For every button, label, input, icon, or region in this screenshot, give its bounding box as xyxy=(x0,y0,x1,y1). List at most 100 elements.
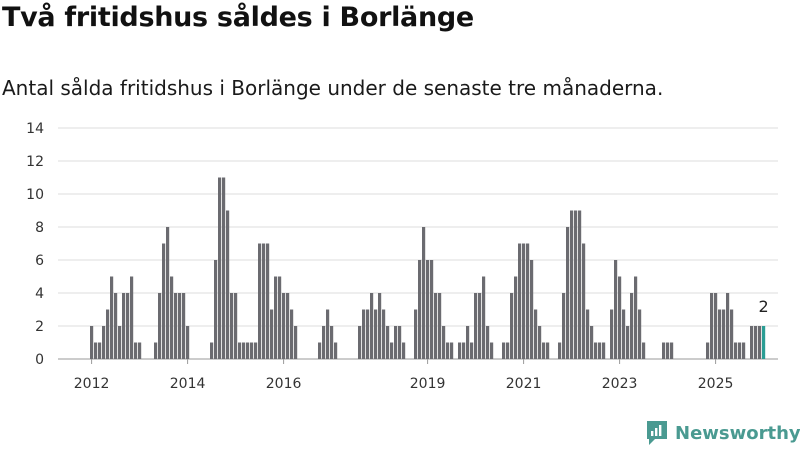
x-tick-label: 2016 xyxy=(266,376,302,392)
bar xyxy=(278,276,282,359)
bar xyxy=(666,342,670,359)
bar xyxy=(574,210,578,359)
bar xyxy=(670,342,674,359)
bar xyxy=(214,260,218,359)
bar xyxy=(378,293,382,359)
y-tick-label: 8 xyxy=(35,220,44,236)
y-tick-label: 12 xyxy=(26,154,44,170)
bar xyxy=(578,210,582,359)
bar xyxy=(662,342,666,359)
bar xyxy=(158,293,162,359)
bar xyxy=(438,293,442,359)
bar xyxy=(614,260,618,359)
bar xyxy=(218,177,222,359)
bar xyxy=(742,342,746,359)
bar xyxy=(638,309,642,359)
bar xyxy=(274,276,278,359)
bar xyxy=(506,342,510,359)
bar xyxy=(518,243,522,359)
bar xyxy=(706,342,710,359)
bar xyxy=(166,227,170,359)
bar xyxy=(326,309,330,359)
bar xyxy=(398,326,402,359)
bar xyxy=(634,276,638,359)
bar xyxy=(482,276,486,359)
bar xyxy=(154,342,158,359)
bar xyxy=(374,309,378,359)
y-tick-label: 14 xyxy=(26,121,44,137)
y-tick-label: 6 xyxy=(35,253,44,269)
bar xyxy=(210,342,214,359)
bar xyxy=(718,309,722,359)
bar-highlight xyxy=(762,326,766,359)
bar xyxy=(226,210,230,359)
bar xyxy=(470,342,474,359)
bar xyxy=(730,309,734,359)
bar xyxy=(110,276,114,359)
bar xyxy=(90,326,94,359)
bar xyxy=(714,293,718,359)
bar xyxy=(318,342,322,359)
bar xyxy=(722,309,726,359)
bar xyxy=(590,326,594,359)
bar xyxy=(570,210,574,359)
bar xyxy=(254,342,258,359)
bar xyxy=(446,342,450,359)
bar xyxy=(182,293,186,359)
y-tick-label: 10 xyxy=(26,187,44,203)
bar xyxy=(618,276,622,359)
bar xyxy=(626,326,630,359)
bar xyxy=(414,309,418,359)
bar xyxy=(562,293,566,359)
bar xyxy=(450,342,454,359)
y-tick-label: 0 xyxy=(35,352,44,368)
bar xyxy=(522,243,526,359)
bar xyxy=(542,342,546,359)
bar xyxy=(534,309,538,359)
bar xyxy=(458,342,462,359)
bar xyxy=(558,342,562,359)
bar xyxy=(290,309,294,359)
bar xyxy=(102,326,106,359)
bar xyxy=(330,326,334,359)
bar xyxy=(402,342,406,359)
bar xyxy=(370,293,374,359)
bar xyxy=(162,243,166,359)
bar xyxy=(750,326,754,359)
bar xyxy=(726,293,730,359)
bar xyxy=(170,276,174,359)
bar xyxy=(106,309,110,359)
bar xyxy=(282,293,286,359)
bar xyxy=(294,326,298,359)
bar xyxy=(186,326,190,359)
bar xyxy=(754,326,758,359)
chart-subtitle: Antal sålda fritidshus i Borlänge under … xyxy=(2,76,664,100)
bar xyxy=(566,227,570,359)
bar xyxy=(262,243,266,359)
bar xyxy=(538,326,542,359)
brand-logo: Newsworthy xyxy=(645,418,800,448)
y-tick-label: 2 xyxy=(35,319,44,335)
bar xyxy=(734,342,738,359)
bar xyxy=(334,342,338,359)
bar xyxy=(486,326,490,359)
bar xyxy=(490,342,494,359)
bar xyxy=(478,293,482,359)
bar xyxy=(462,342,466,359)
bar xyxy=(234,293,238,359)
bar xyxy=(94,342,98,359)
bar xyxy=(422,227,426,359)
bar xyxy=(266,243,270,359)
bar xyxy=(114,293,118,359)
bar xyxy=(394,326,398,359)
bar xyxy=(246,342,250,359)
bar xyxy=(710,293,714,359)
bar xyxy=(594,342,598,359)
data-label: 2 xyxy=(759,297,769,316)
y-tick-label: 4 xyxy=(35,286,44,302)
bar xyxy=(386,326,390,359)
x-tick-label: 2021 xyxy=(506,376,542,392)
bar xyxy=(426,260,430,359)
bar xyxy=(390,342,394,359)
